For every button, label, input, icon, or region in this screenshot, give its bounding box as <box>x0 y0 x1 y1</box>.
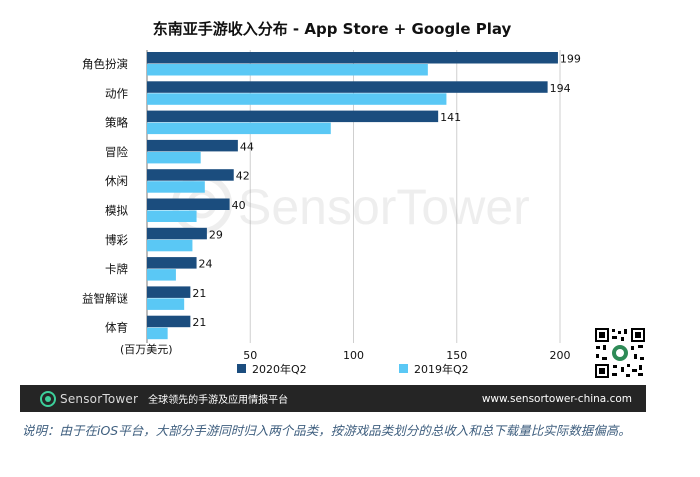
bar-q2-2019 <box>147 239 193 252</box>
footnote: 说明：由于在iOS平台，大部分手游同时归入两个品类，按游戏品类划分的总收入和总下… <box>22 423 631 438</box>
category-label: 益智解谜 <box>82 291 128 305</box>
footer-brand-name: SensorTower <box>60 391 139 406</box>
footer-url[interactable]: www.sensortower-china.com <box>481 392 632 405</box>
x-tick-labels: 50 100 150 200 <box>243 349 570 362</box>
legend-swatch <box>399 364 408 373</box>
category-label: 冒险 <box>105 145 128 159</box>
bar-chart: SensorTower 东南亚手游收入分布 - App Store + Goog… <box>82 20 581 376</box>
data-label: 29 <box>209 228 223 241</box>
x-tick-label: 100 <box>343 349 364 362</box>
data-label: 21 <box>192 287 206 300</box>
bar-q2-2020 <box>147 169 234 181</box>
data-label: 141 <box>440 111 461 124</box>
bar-q2-2019 <box>147 298 185 310</box>
legend-item: 2020年Q2 <box>237 362 307 376</box>
category-label: 模拟 <box>105 204 128 218</box>
category-label: 卡牌 <box>105 262 128 276</box>
legend: 2020年Q2 2019年Q2 <box>237 362 469 376</box>
bar-q2-2020 <box>147 81 548 93</box>
qr-code <box>594 327 646 379</box>
category-label: 角色扮演 <box>82 57 128 71</box>
bar-q2-2020 <box>147 198 230 210</box>
bar-q2-2020 <box>147 286 191 298</box>
category-label: 动作 <box>105 86 128 100</box>
data-label: 42 <box>236 170 250 183</box>
bar-q2-2019 <box>147 181 205 193</box>
bar-q2-2020 <box>147 257 197 269</box>
bar-q2-2020 <box>147 52 558 64</box>
data-label: 40 <box>232 199 246 212</box>
x-tick-label: 50 <box>243 349 257 362</box>
bar-q2-2020 <box>147 139 238 152</box>
bar-q2-2019 <box>147 210 197 222</box>
bar-q2-2020 <box>147 315 191 328</box>
category-label: 休闲 <box>105 174 128 188</box>
x-tick-label: 150 <box>446 349 467 362</box>
bar-q2-2019 <box>147 122 331 135</box>
bar-q2-2020 <box>147 227 207 240</box>
bar-q2-2020 <box>147 110 439 123</box>
data-label: 21 <box>192 316 206 329</box>
data-label: 24 <box>199 258 213 271</box>
legend-label: 2020年Q2 <box>252 362 307 376</box>
data-label: 44 <box>240 140 254 153</box>
legend-swatch <box>237 364 246 373</box>
x-axis-label: (百万美元) <box>120 343 173 356</box>
footer-bar: SensorTower 全球领先的手游及应用情报平台 www.sensortow… <box>20 385 646 412</box>
bar-q2-2019 <box>147 269 176 281</box>
x-tick-label: 200 <box>550 349 571 362</box>
chart-area: SensorTower 东南亚手游收入分布 - App Store + Goog… <box>20 0 660 385</box>
category-label: 博彩 <box>105 233 128 247</box>
bar-q2-2019 <box>147 93 447 105</box>
footer-tagline: 全球领先的手游及应用情报平台 <box>148 395 289 406</box>
footer-brand: SensorTower 全球领先的手游及应用情报平台 <box>40 390 289 407</box>
bar-q2-2019 <box>147 151 201 164</box>
data-label: 194 <box>550 82 571 95</box>
legend-item: 2019年Q2 <box>399 362 469 376</box>
legend-label: 2019年Q2 <box>414 362 469 376</box>
category-label: 体育 <box>105 321 128 335</box>
watermark-text: SensorTower <box>238 179 530 235</box>
category-label: 策略 <box>105 116 128 130</box>
bar-q2-2019 <box>147 64 428 76</box>
bar-q2-2019 <box>147 327 168 340</box>
bars: 199 194 141 44 42 40 29 24 21 21 <box>147 52 581 340</box>
chart-title: 东南亚手游收入分布 - App Store + Google Play <box>153 20 512 38</box>
data-label: 199 <box>560 53 581 66</box>
sensortower-logo-icon <box>40 390 56 407</box>
